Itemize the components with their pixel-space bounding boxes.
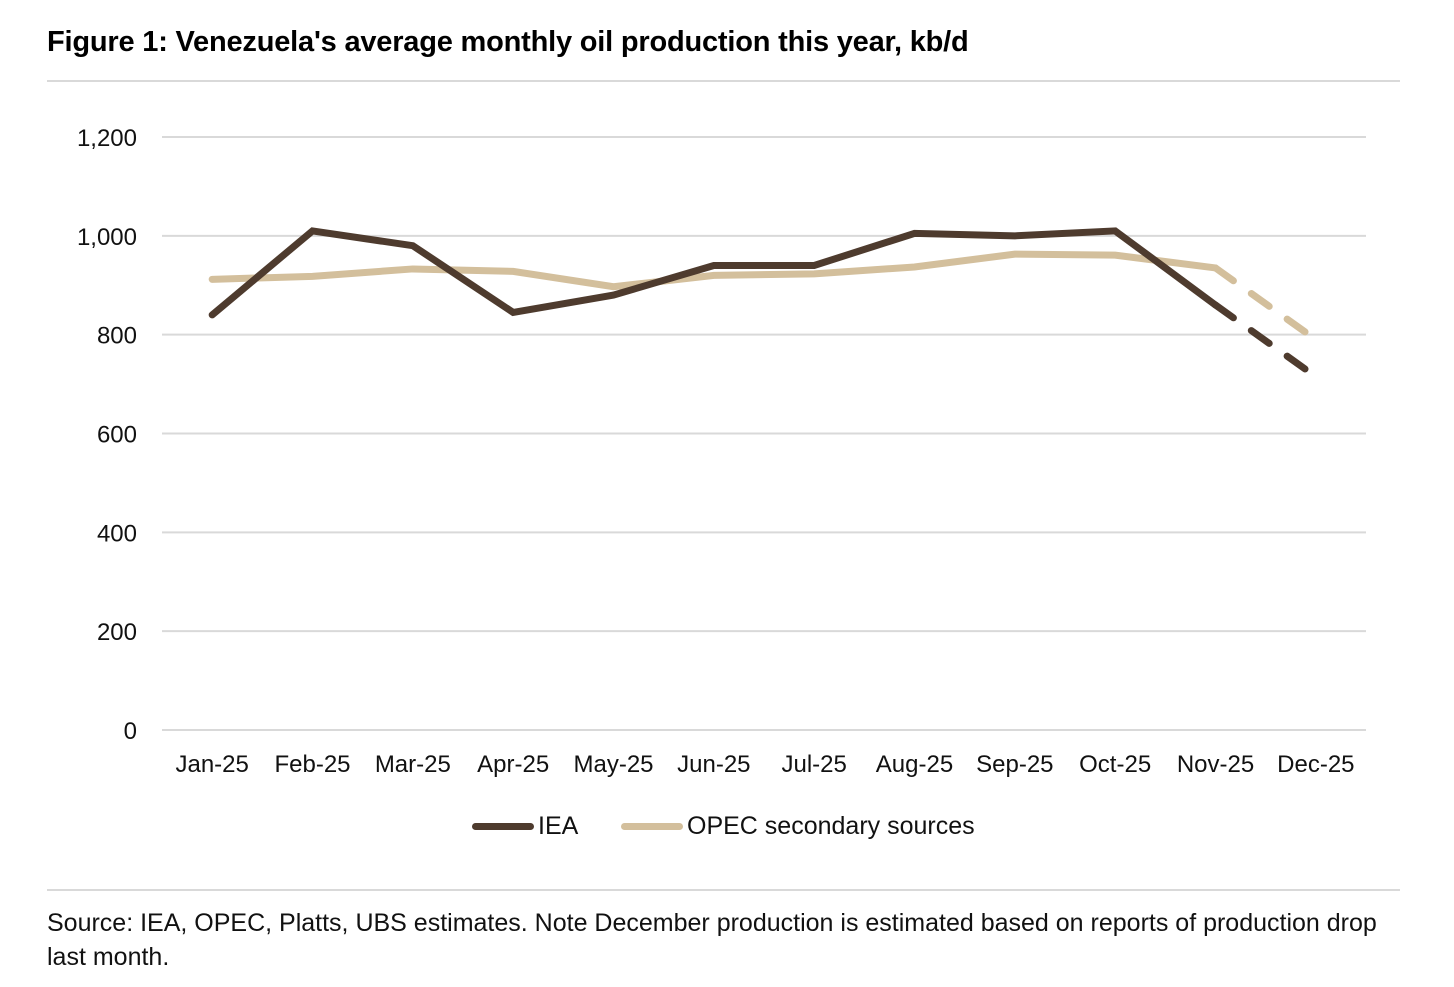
- y-tick-label: 1,000: [77, 224, 137, 251]
- y-axis-tick-labels: 0 200 400 600 800 1,000 1,200: [77, 125, 137, 745]
- y-tick-label: 200: [97, 619, 137, 646]
- chart-title: Figure 1: Venezuela's average monthly oi…: [47, 26, 969, 58]
- legend-label-iea: IEA: [538, 811, 579, 840]
- source-note: Source: IEA, OPEC, Platts, UBS estimates…: [47, 909, 1377, 971]
- x-tick-label: Mar-25: [375, 751, 451, 778]
- title-divider: [47, 80, 1400, 82]
- y-tick-label: 600: [97, 422, 137, 449]
- series-line-opec-dashed: [1212, 264, 1320, 344]
- chart-legend: IEA OPEC secondary sources: [0, 806, 1454, 846]
- legend-label-opec: OPEC secondary sources: [687, 811, 975, 840]
- x-tick-label: Nov-25: [1177, 751, 1254, 778]
- y-tick-label: 1,200: [77, 125, 137, 152]
- x-tick-label: May-25: [573, 751, 653, 778]
- series-line-opec-solid: [208, 250, 1219, 291]
- x-tick-label: Feb-25: [274, 751, 350, 778]
- line-chart: 0 200 400 600 800 1,000 1,200 Jan-25 Feb-25 Mar-…: [77, 125, 1366, 778]
- series-line-iea-solid: [208, 227, 1219, 319]
- y-tick-label: 400: [97, 520, 137, 547]
- y-tick-label: 800: [97, 323, 137, 350]
- x-tick-label: Jan-25: [175, 751, 248, 778]
- legend-item-opec: OPEC secondary sources: [621, 806, 975, 846]
- legend-item-iea: IEA: [472, 806, 578, 846]
- legend-swatch-iea: [472, 822, 534, 830]
- legend-swatch-opec: [621, 822, 683, 830]
- y-tick-label: 0: [124, 718, 137, 745]
- series-lines: [208, 227, 1320, 381]
- gridlines: [162, 136, 1366, 731]
- x-tick-label: Jul-25: [781, 751, 846, 778]
- x-tick-label: Jun-25: [677, 751, 750, 778]
- x-tick-label: Apr-25: [477, 751, 549, 778]
- x-tick-label: Dec-25: [1277, 751, 1354, 778]
- x-tick-label: Aug-25: [876, 751, 953, 778]
- x-tick-label: Sep-25: [976, 751, 1053, 778]
- x-tick-label: Oct-25: [1079, 751, 1151, 778]
- series-line-iea-dashed: [1212, 301, 1320, 381]
- x-axis-tick-labels: Jan-25 Feb-25 Mar-25 Apr-25 May-25 Jun-25 Jul-…: [175, 751, 1354, 778]
- footer-divider: [47, 889, 1400, 891]
